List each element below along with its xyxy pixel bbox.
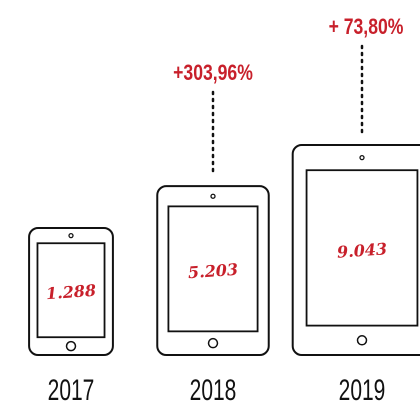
x-tick-label: 2018 [190,375,237,407]
tablet-body [291,144,420,356]
tablet-body [156,185,270,356]
tablet-body [28,227,114,356]
tablet-button [207,337,219,349]
x-tick-label: 2019 [339,375,386,407]
tablet-button [65,340,77,352]
tablet [156,185,270,356]
tablet-screen [167,205,259,333]
tablet [28,227,114,356]
tablet-camera [359,154,365,161]
value-label: 9.043 [336,239,387,261]
tablet-screen [36,242,106,339]
tablet-screen [305,169,419,327]
tablet [291,144,420,356]
annotation: +303,96% [173,61,253,85]
tablet-camera [210,193,216,199]
tablet-button [356,335,368,346]
value-label: 1.288 [45,281,96,303]
tablet-camera [68,232,74,239]
annotation: + 73,80% [329,15,404,39]
x-tick-label: 2017 [48,375,95,407]
value-label: 5.203 [187,260,238,282]
